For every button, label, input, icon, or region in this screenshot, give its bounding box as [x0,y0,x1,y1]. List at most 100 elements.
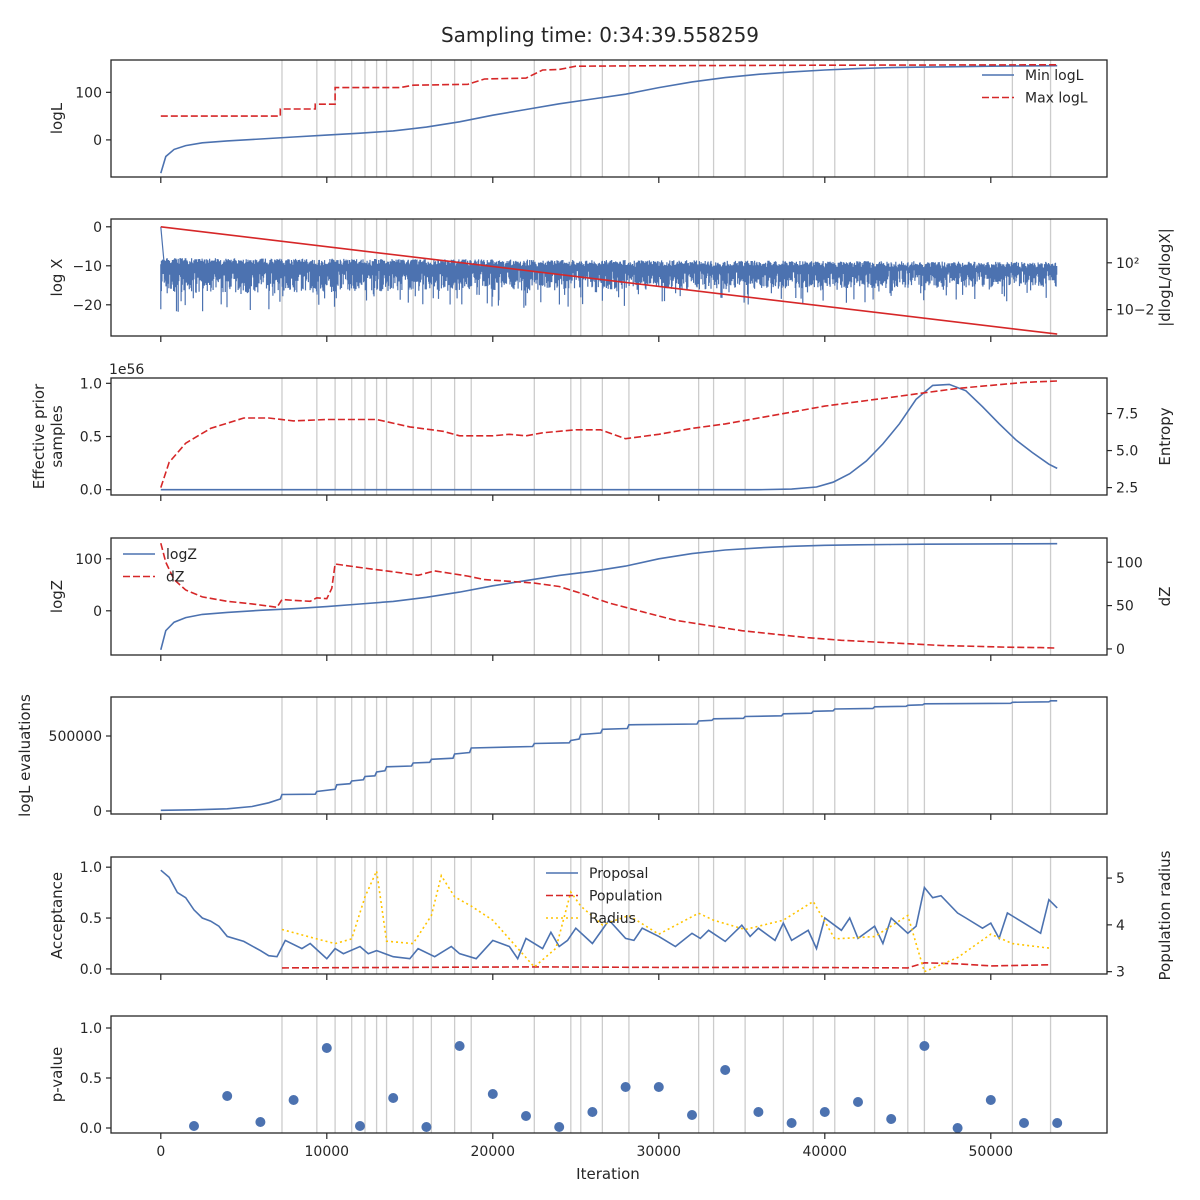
panel-7: 0.0 0.5 1.0 p-value 0 10000 20000 30000 40000 500… [48,1015,1108,1160]
panel-frame [110,377,1108,496]
data-point [687,1110,697,1120]
panel-plot-area [160,380,1058,491]
legend: Min logL Max logL [982,68,1088,107]
data-point [222,1091,233,1101]
y-right-axis-label: |dlogL/dlogX| [1156,228,1174,327]
y-right-tick-label: 50 [1116,599,1134,615]
x-tick-label: 0 [156,1144,165,1160]
data-point [587,1107,598,1117]
panel-vlines [281,697,1052,814]
y-right-axis-label: Population radius [1156,850,1174,980]
panel-3: 0.0 0.5 1.0 Effective priorsamples 1e56 2.5 5.… [30,362,1174,501]
panel-plot-area [160,64,1058,174]
series-line-1 [160,226,1058,335]
legend-label: Min logL [1025,68,1084,84]
legend-label: Max logL [1025,91,1088,107]
data-point [985,1095,996,1105]
data-point [853,1097,863,1107]
data-point [1052,1118,1063,1128]
panel-frame [110,59,1108,178]
panel-frame [110,537,1108,656]
series-line-1 [160,542,1058,651]
panel-vlines [281,378,1052,495]
x-tick-label: 40000 [803,1144,848,1160]
series-line-1 [160,699,1058,812]
panel-frame [110,218,1108,337]
y-right-tick-label: 5 [1116,871,1125,887]
data-point [952,1123,963,1133]
y-tick-label: 0 [93,604,102,620]
series-line-2 [160,542,1058,649]
data-point [653,1082,664,1092]
panel-frame [110,856,1108,975]
y-axis-label: log X [48,259,66,297]
y-tick-label: 1.0 [80,376,102,392]
panel-frame [110,696,1108,815]
y-right-axis-label: dZ [1156,587,1174,607]
x-tick-label: 20000 [471,1144,516,1160]
legend: Proposal Population Radius [546,866,663,927]
data-point [388,1093,399,1103]
panel-plot-area [160,542,1058,651]
y-axis-label-line: Effective prior [30,383,48,489]
y-right-tick-label: 7.5 [1116,407,1138,423]
legend-label: dZ [166,570,184,586]
y-tick-label: 0.0 [80,483,102,499]
data-point [487,1089,498,1099]
data-point [454,1041,465,1051]
y-axis-label: logL [48,102,66,134]
data-point [1019,1118,1029,1128]
panel-vlines [281,538,1052,655]
legend-label: Proposal [589,866,648,882]
x-tick-label: 10000 [305,1144,350,1160]
data-point [288,1095,299,1105]
y-tick-label: 0.0 [80,1121,102,1137]
y-tick-label: 0 [93,133,102,149]
y-tick-label: 0.5 [80,1071,102,1087]
series-line-1 [160,383,1058,491]
panel-1: 0 100 logL Min logL Max logL [48,59,1108,183]
data-point [919,1041,930,1051]
panel-plot-area [160,868,1058,973]
x-axis-label: Iteration [576,1165,640,1183]
y-tick-label: −20 [72,298,102,314]
panel-plot-area [160,699,1058,812]
panel-plot-area [189,1041,1063,1133]
y-offset-label: 1e56 [109,362,144,378]
data-point [255,1117,266,1127]
data-point [421,1122,432,1132]
y-right-tick-label: 10−2 [1116,303,1154,319]
series-line-1 [160,869,1058,961]
y-tick-label: 0.5 [80,911,102,927]
chart-title: Sampling time: 0:34:39.558259 [441,23,759,47]
data-point [720,1065,731,1075]
y-tick-label: 0 [93,220,102,236]
panel-plot-area [160,226,1058,335]
panel-5: 0 500000 logL evaluations [16,694,1108,820]
y-tick-label: 500000 [49,729,102,745]
y-axis-label: logZ [48,580,66,613]
series-line-2 [160,380,1058,488]
y-axis-label: Effective priorsamples [30,383,66,489]
legend-label: logZ [166,547,197,563]
data-point [886,1114,897,1124]
y-right-tick-label: 0 [1116,642,1125,658]
data-point [554,1122,565,1132]
y-axis-label: Acceptance [48,872,66,959]
y-tick-label: 0.0 [80,962,102,978]
y-tick-label: 1.0 [80,860,102,876]
y-tick-label: 100 [75,85,102,101]
y-right-tick-label: 2.5 [1116,481,1138,497]
y-axis-label-line: samples [48,405,66,468]
y-right-tick-label: 5.0 [1116,444,1138,460]
series-line-2 [281,961,1051,969]
noise-band [160,226,1058,312]
y-right-tick-label: 3 [1116,965,1125,981]
x-tick-label: 30000 [637,1144,682,1160]
y-right-tick-label: 100 [1116,555,1143,571]
y-right-tick-label: 10² [1116,256,1139,272]
data-point [521,1111,531,1121]
panel-4: 0 100 logZ 0 50 100 dZ logZ dZ [48,537,1174,661]
y-axis-label: p-value [48,1047,66,1103]
